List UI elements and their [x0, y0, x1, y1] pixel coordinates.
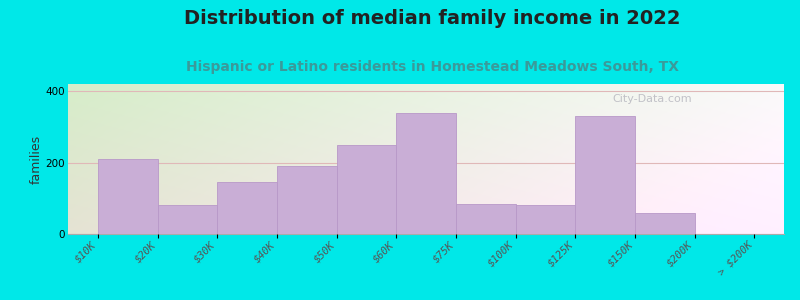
Bar	[456, 204, 515, 234]
Y-axis label: families: families	[30, 134, 43, 184]
Bar	[396, 112, 456, 234]
Bar	[575, 116, 635, 234]
Text: Distribution of median family income in 2022: Distribution of median family income in …	[184, 9, 680, 28]
Text: City-Data.com: City-Data.com	[612, 94, 692, 104]
Bar	[217, 182, 277, 234]
Text: Hispanic or Latino residents in Homestead Meadows South, TX: Hispanic or Latino residents in Homestea…	[186, 60, 678, 74]
Bar	[277, 166, 337, 234]
Bar	[635, 213, 694, 234]
Bar	[515, 206, 575, 234]
Bar	[337, 145, 396, 234]
Bar	[158, 206, 217, 234]
Bar	[98, 159, 158, 234]
